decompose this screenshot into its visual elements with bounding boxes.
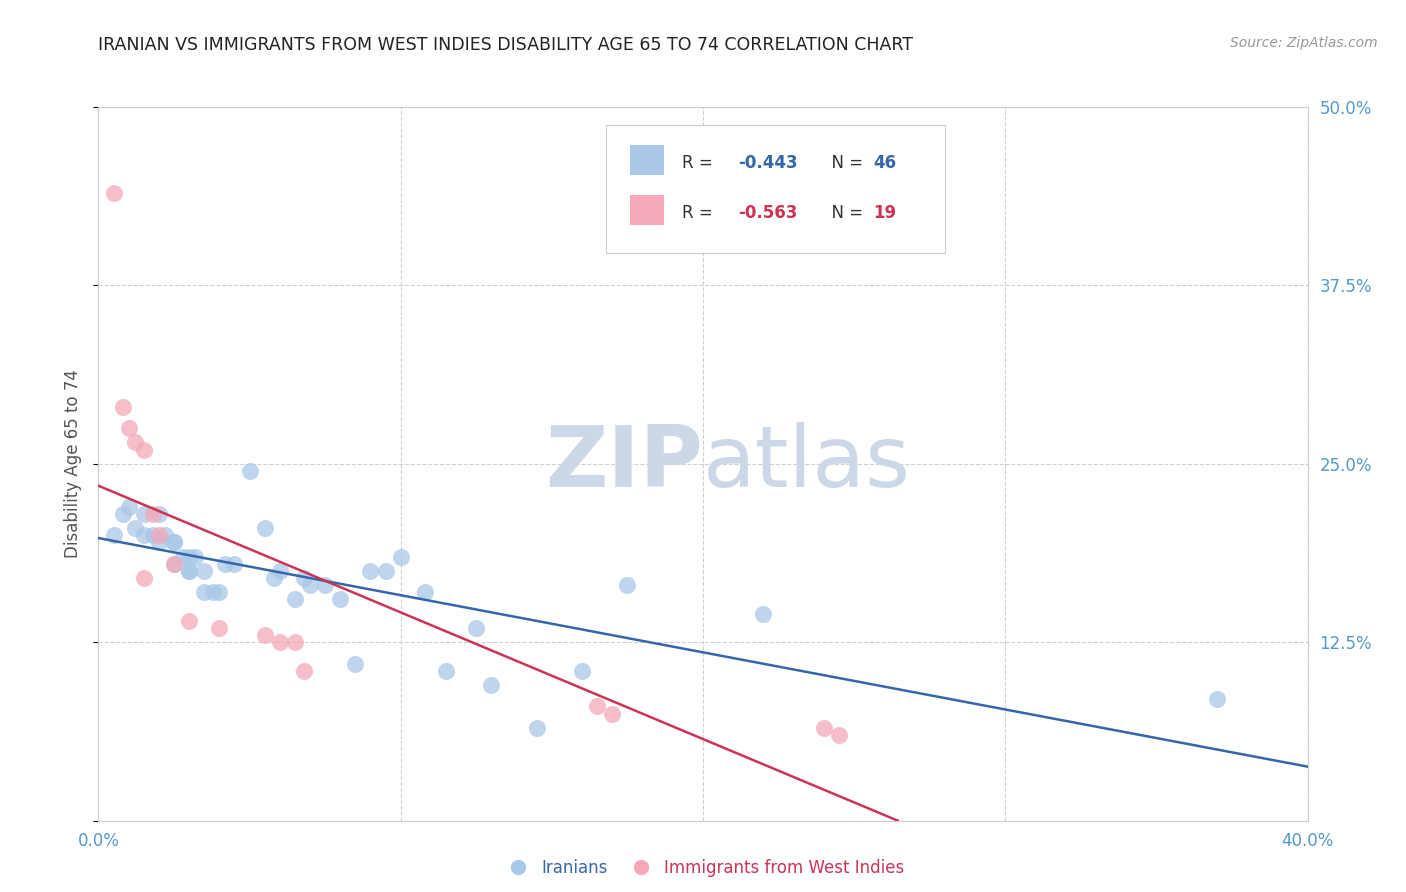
Point — [118, 500, 141, 514]
Point — [602, 706, 624, 721]
Point — [142, 507, 165, 521]
Point — [269, 635, 291, 649]
Point — [179, 564, 201, 578]
FancyBboxPatch shape — [606, 125, 945, 253]
Point — [184, 549, 207, 564]
Text: 19: 19 — [873, 203, 897, 221]
Point — [103, 528, 125, 542]
Point — [111, 507, 134, 521]
Point — [314, 578, 336, 592]
Point — [179, 614, 201, 628]
Point — [344, 657, 367, 671]
Point — [111, 400, 134, 414]
Point — [389, 549, 412, 564]
Point — [360, 564, 382, 578]
Point — [299, 578, 322, 592]
Point — [292, 571, 315, 585]
Text: ZIP: ZIP — [546, 422, 703, 506]
Text: -0.443: -0.443 — [738, 153, 797, 171]
Y-axis label: Disability Age 65 to 74: Disability Age 65 to 74 — [65, 369, 83, 558]
Point — [828, 728, 851, 742]
Text: atlas: atlas — [703, 422, 911, 506]
Point — [253, 628, 276, 642]
Point — [586, 699, 609, 714]
Point — [752, 607, 775, 621]
Point — [193, 585, 215, 599]
Text: R =: R = — [682, 203, 718, 221]
Point — [132, 442, 155, 457]
Point — [292, 664, 315, 678]
Point — [202, 585, 225, 599]
Point — [163, 557, 186, 571]
Point — [214, 557, 236, 571]
FancyBboxPatch shape — [630, 194, 664, 225]
Point — [132, 571, 155, 585]
Point — [239, 464, 262, 478]
Text: Source: ZipAtlas.com: Source: ZipAtlas.com — [1230, 36, 1378, 50]
Point — [284, 592, 307, 607]
Point — [374, 564, 396, 578]
Point — [571, 664, 593, 678]
Point — [132, 528, 155, 542]
Point — [179, 564, 201, 578]
Point — [263, 571, 285, 585]
Point — [142, 528, 165, 542]
Point — [148, 535, 170, 549]
Point — [413, 585, 436, 599]
Point — [118, 421, 141, 435]
Point — [153, 528, 176, 542]
Point — [124, 521, 146, 535]
Point — [172, 549, 194, 564]
Point — [526, 721, 548, 735]
Point — [813, 721, 835, 735]
FancyBboxPatch shape — [630, 145, 664, 175]
Point — [163, 535, 186, 549]
Text: 46: 46 — [873, 153, 897, 171]
Legend: Iranians, Immigrants from West Indies: Iranians, Immigrants from West Indies — [495, 853, 911, 884]
Point — [208, 585, 231, 599]
Point — [434, 664, 457, 678]
Point — [148, 507, 170, 521]
Point — [616, 578, 638, 592]
Point — [481, 678, 503, 692]
Point — [163, 557, 186, 571]
Point — [284, 635, 307, 649]
Point — [132, 507, 155, 521]
Text: IRANIAN VS IMMIGRANTS FROM WEST INDIES DISABILITY AGE 65 TO 74 CORRELATION CHART: IRANIAN VS IMMIGRANTS FROM WEST INDIES D… — [98, 36, 914, 54]
Point — [329, 592, 352, 607]
Point — [465, 621, 488, 635]
Point — [163, 535, 186, 549]
Point — [224, 557, 246, 571]
Point — [124, 435, 146, 450]
Point — [208, 621, 231, 635]
Point — [269, 564, 291, 578]
Text: -0.563: -0.563 — [738, 203, 797, 221]
Point — [253, 521, 276, 535]
Text: R =: R = — [682, 153, 718, 171]
Text: N =: N = — [821, 203, 869, 221]
Point — [1206, 692, 1229, 706]
Point — [103, 186, 125, 200]
Text: N =: N = — [821, 153, 869, 171]
Point — [179, 549, 201, 564]
Point — [148, 528, 170, 542]
Point — [193, 564, 215, 578]
